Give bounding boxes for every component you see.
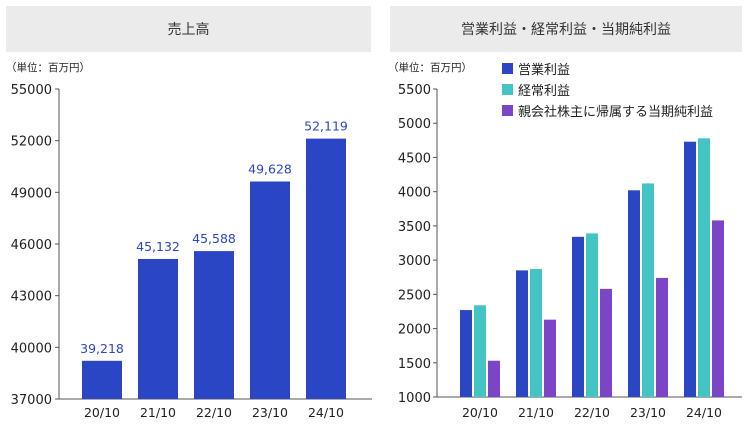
- profit-bar-1: [516, 270, 528, 397]
- sales-y-tick-label: 55000: [11, 83, 52, 98]
- profit-bar-2: [642, 183, 654, 397]
- sales-y-tick-label: 49000: [11, 186, 52, 201]
- profit-y-tick-label: 1500: [398, 357, 431, 372]
- profit-bar-3: [712, 220, 724, 397]
- legend-label-3: 親会社株主に帰属する当期純利益: [518, 104, 713, 120]
- profit-y-tick-label: 4500: [398, 151, 431, 166]
- sales-bar: [194, 251, 234, 399]
- sales-y-tick-label: 37000: [11, 393, 52, 408]
- profit-bar-1: [628, 190, 640, 397]
- legend-label-1: 営業利益: [518, 62, 570, 78]
- legend-swatch-3: [502, 105, 513, 116]
- sales-y-tick-label: 40000: [11, 341, 52, 356]
- sales-data-label: 39,218: [80, 341, 124, 356]
- sales-bar: [82, 360, 122, 399]
- sales-data-label: 49,628: [248, 162, 292, 177]
- sales-data-label: 52,119: [304, 119, 348, 134]
- profit-unit-label: （単位：百万円）: [388, 62, 472, 74]
- sales-y-tick-label: 43000: [11, 290, 52, 305]
- profit-y-tick-label: 2000: [398, 323, 431, 338]
- legend-swatch-1: [502, 63, 513, 74]
- profit-x-tick-label: 21/10: [518, 405, 554, 420]
- sales-x-tick-label: 22/10: [196, 405, 232, 420]
- profit-bar-3: [488, 360, 500, 397]
- sales-x-tick-label: 20/10: [84, 405, 120, 420]
- sales-data-label: 45,132: [136, 239, 180, 254]
- profit-y-tick-label: 1000: [398, 391, 431, 406]
- sales-y-tick-label: 52000: [11, 135, 52, 150]
- legend-label-2: 経常利益: [518, 84, 570, 99]
- profit-bar-3: [600, 288, 612, 397]
- sales-x-tick-label: 24/10: [308, 405, 344, 420]
- sales-x-tick-label: 23/10: [252, 405, 288, 420]
- sales-x-tick-label: 21/10: [140, 405, 176, 420]
- sales-chart-title: 売上高: [6, 6, 371, 52]
- profit-bar-1: [684, 141, 696, 397]
- sales-data-label: 45,588: [192, 231, 236, 246]
- legend-swatch-2: [502, 84, 513, 95]
- profit-x-tick-label: 23/10: [630, 405, 666, 420]
- sales-bar: [138, 258, 178, 399]
- sales-bar: [306, 138, 346, 399]
- profit-bar-1: [572, 236, 584, 397]
- profit-bar-3: [544, 319, 556, 397]
- profit-chart-title: 営業利益・経常利益・当期純利益: [390, 6, 742, 52]
- sales-unit-label: （単位：百万円）: [6, 62, 90, 74]
- profit-y-tick-label: 5500: [398, 83, 431, 98]
- profit-x-tick-label: 20/10: [462, 405, 498, 420]
- profit-y-tick-label: 4000: [398, 186, 431, 201]
- profit-bar-2: [474, 305, 486, 397]
- profit-y-tick-label: 2500: [398, 288, 431, 303]
- profit-bar-2: [586, 233, 598, 397]
- profit-bar-1: [460, 310, 472, 397]
- profit-y-tick-label: 5000: [398, 117, 431, 132]
- profit-y-tick-label: 3500: [398, 220, 431, 235]
- profit-bar-2: [698, 138, 710, 397]
- sales-bar: [250, 181, 290, 399]
- profit-x-tick-label: 24/10: [686, 405, 722, 420]
- sales-y-tick-label: 46000: [11, 238, 52, 253]
- profit-bar-2: [530, 269, 542, 397]
- profit-y-tick-label: 3000: [398, 254, 431, 269]
- profit-x-tick-label: 22/10: [574, 405, 610, 420]
- profit-bar-3: [656, 277, 668, 397]
